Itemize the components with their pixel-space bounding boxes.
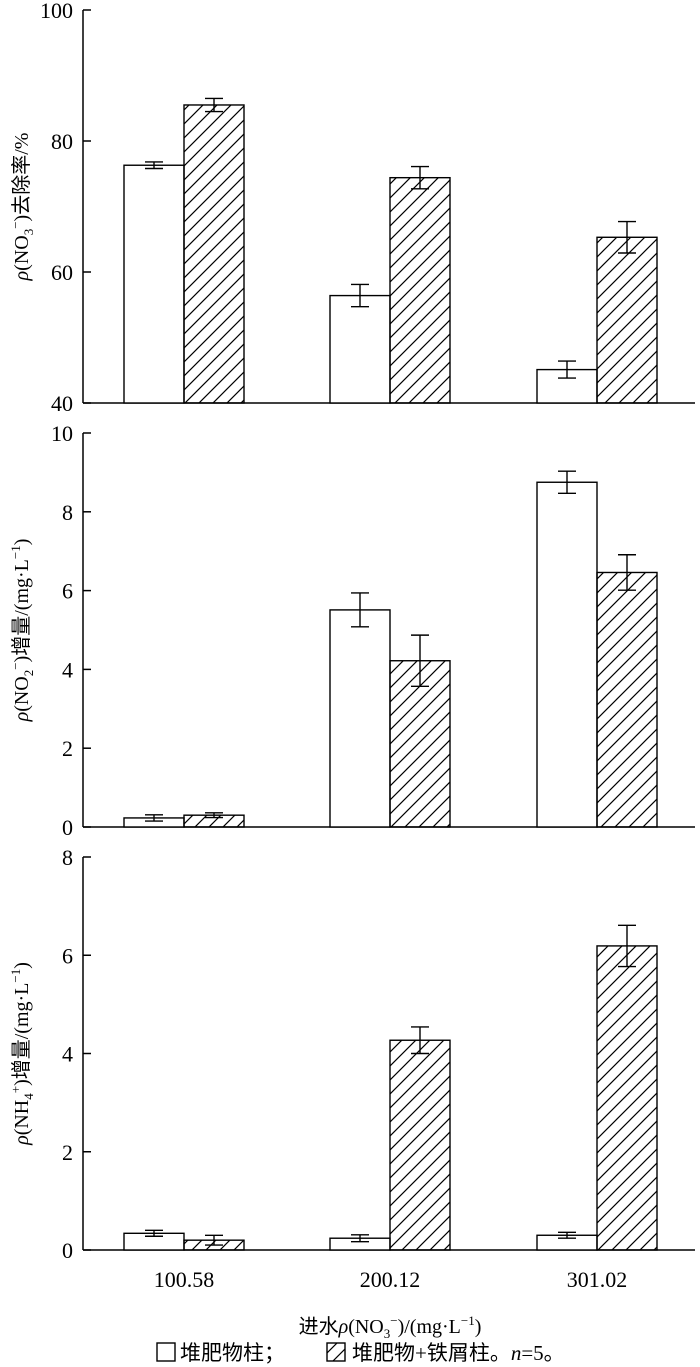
bar-compost-301.02: [536, 481, 598, 828]
y-tick-label: 40: [51, 391, 73, 416]
y-tick-label: 0: [62, 1238, 73, 1263]
x-tick-labels: 100.58 200.12 301.02: [154, 1267, 628, 1292]
y-axis-title: ρ(NO3−)去除率/%: [8, 133, 36, 282]
bar-compost-200.12: [329, 294, 391, 404]
y-tick-label: 2: [62, 1140, 73, 1165]
y-axis-title: ρ(NO2−)增量/(mg·L−1): [8, 539, 36, 723]
bar-compost-iron-200.12: [389, 1039, 451, 1251]
y-tick-label: 6: [62, 579, 73, 604]
bar-compost-iron-100.58: [183, 104, 245, 404]
bar-compost-200.12: [329, 609, 391, 828]
y-tick-label: 6: [62, 943, 73, 968]
bar-compost-100.58: [123, 164, 185, 404]
legend-label-compost: 堆肥物柱；: [180, 1341, 285, 1365]
y-tick-label: 100: [40, 0, 73, 23]
legend: 堆肥物柱； 堆肥物+铁屑柱。n=5。: [156, 1341, 565, 1365]
bar-compost-iron-301.02: [596, 945, 658, 1251]
y-tick-label: 4: [62, 1042, 73, 1067]
y-tick-label: 8: [62, 500, 73, 525]
y-tick-label: 4: [62, 657, 73, 682]
x-tick-label: 100.58: [154, 1267, 215, 1292]
y-tick-label: 10: [51, 421, 73, 446]
y-tick-label: 2: [62, 736, 73, 761]
y-tick-label: 8: [62, 845, 73, 870]
x-axis-title: 进水ρ(NO3−)/(mg·L−1): [299, 1313, 482, 1341]
y-tick-label: 80: [51, 129, 73, 154]
legend-swatch-hatched: [326, 1342, 346, 1362]
y-tick-label: 0: [62, 815, 73, 840]
x-tick-label: 301.02: [567, 1267, 628, 1292]
bar-compost-iron-200.12: [389, 660, 451, 828]
panel-nitrite-increase: 0 2 4 6 8 10 ρ(NO2−)增量/(mg·L−1): [8, 421, 695, 840]
y-axis-title: ρ(NH4+)增量/(mg·L−1): [8, 962, 36, 1146]
legend-label-compost-iron: 堆肥物+铁屑柱。n=5。: [352, 1341, 565, 1365]
panel-ammonium-increase: 0 2 4 6 8 ρ(NH4+)增量/(mg·L−1): [8, 845, 695, 1263]
bar-compost-iron-301.02: [596, 571, 658, 828]
y-tick-label: 60: [51, 260, 73, 285]
panel-nitrate-removal: 40 60 80 100 ρ(NO3−)去除率/%: [8, 0, 695, 416]
bar-compost-iron-200.12: [389, 176, 451, 404]
x-tick-label: 200.12: [360, 1267, 421, 1292]
bar-compost-iron-301.02: [596, 236, 658, 404]
legend-swatch-open: [156, 1342, 176, 1362]
